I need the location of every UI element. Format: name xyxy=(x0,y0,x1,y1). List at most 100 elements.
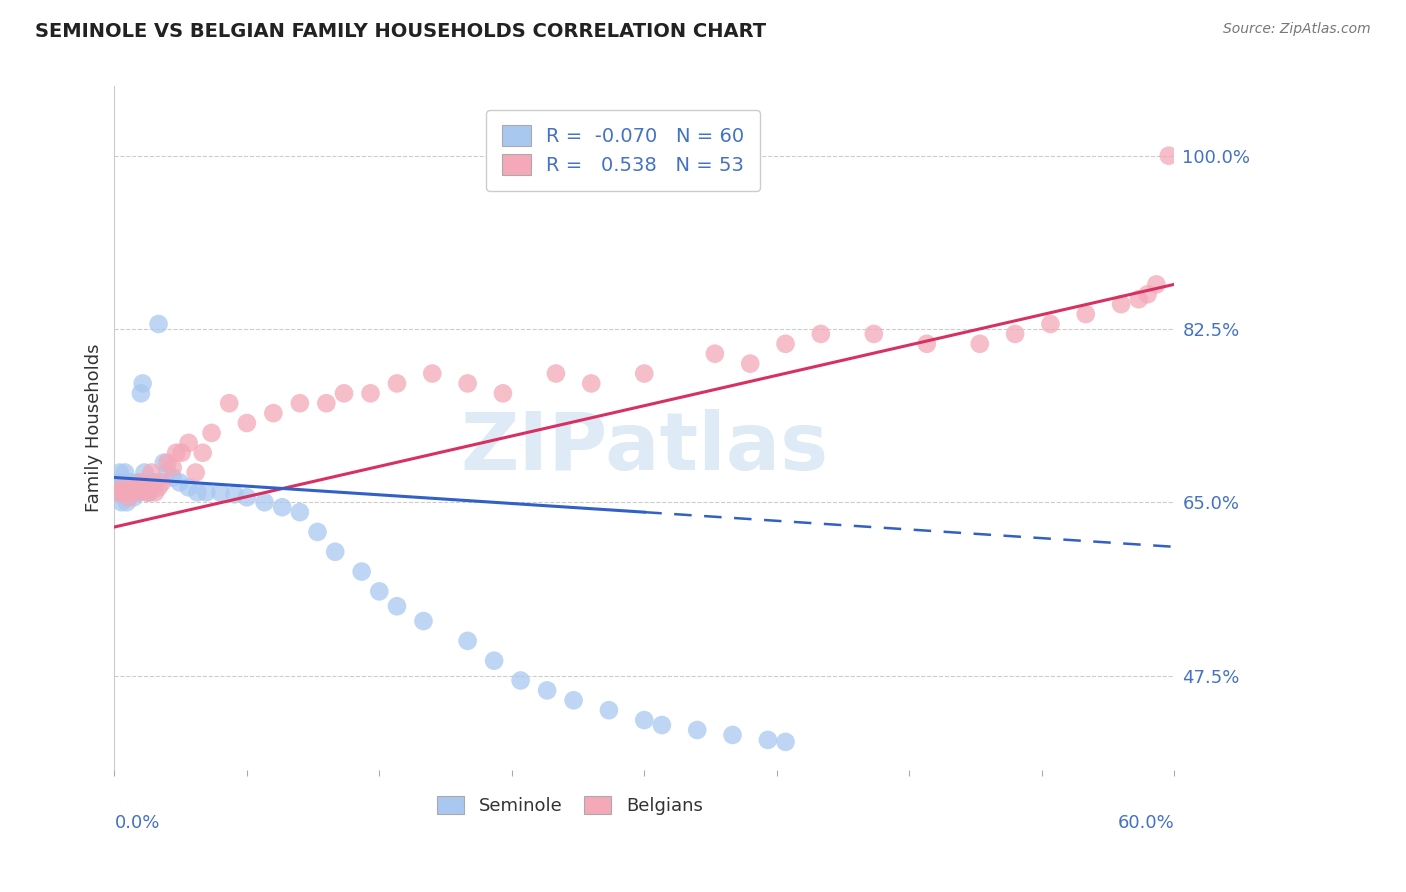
Point xyxy=(1074,307,1097,321)
Point xyxy=(143,475,166,490)
Point xyxy=(969,336,991,351)
Y-axis label: Family Households: Family Households xyxy=(86,343,103,512)
Point xyxy=(165,446,187,460)
Point xyxy=(323,545,346,559)
Point xyxy=(135,485,157,500)
Point xyxy=(134,480,156,494)
Text: SEMINOLE VS BELGIAN FAMILY HOUSEHOLDS CORRELATION CHART: SEMINOLE VS BELGIAN FAMILY HOUSEHOLDS CO… xyxy=(35,22,766,41)
Point xyxy=(420,367,443,381)
Point xyxy=(810,326,832,341)
Point xyxy=(108,485,131,500)
Point xyxy=(153,456,176,470)
Point xyxy=(775,735,797,749)
Point xyxy=(122,480,145,494)
Point xyxy=(114,485,136,500)
Point xyxy=(107,480,129,494)
Point xyxy=(186,485,208,500)
Point xyxy=(120,485,142,500)
Point xyxy=(703,347,725,361)
Point xyxy=(169,475,191,490)
Point xyxy=(863,326,886,341)
Point xyxy=(191,446,214,460)
Point xyxy=(721,728,744,742)
Point xyxy=(333,386,356,401)
Point xyxy=(775,336,797,351)
Point xyxy=(120,475,142,490)
Point xyxy=(124,480,146,494)
Point xyxy=(562,693,585,707)
Point xyxy=(108,466,131,480)
Point xyxy=(307,524,329,539)
Point xyxy=(138,485,160,500)
Point xyxy=(184,466,207,480)
Point xyxy=(129,386,152,401)
Point xyxy=(128,485,150,500)
Point xyxy=(756,732,779,747)
Point xyxy=(224,487,246,501)
Point xyxy=(114,485,136,500)
Legend: Seminole, Belgians: Seminole, Belgians xyxy=(430,789,710,822)
Point xyxy=(253,495,276,509)
Point xyxy=(236,416,259,430)
Point xyxy=(131,376,153,391)
Point xyxy=(686,723,709,737)
Point xyxy=(105,475,128,490)
Point xyxy=(117,491,139,505)
Point xyxy=(142,475,165,490)
Point xyxy=(200,425,222,440)
Point xyxy=(129,475,152,490)
Point xyxy=(114,466,136,480)
Point xyxy=(350,565,373,579)
Point xyxy=(110,475,132,490)
Point xyxy=(544,367,567,381)
Point xyxy=(360,386,382,401)
Point xyxy=(385,599,408,614)
Point xyxy=(143,485,166,500)
Point xyxy=(112,485,135,500)
Point xyxy=(271,500,294,515)
Point xyxy=(177,435,200,450)
Point xyxy=(107,485,129,500)
Point xyxy=(457,376,479,391)
Point xyxy=(368,584,391,599)
Point xyxy=(195,485,218,500)
Point xyxy=(112,475,135,490)
Point xyxy=(115,485,138,500)
Point xyxy=(136,485,159,500)
Point xyxy=(110,485,132,500)
Point xyxy=(108,485,131,500)
Point xyxy=(651,718,673,732)
Point xyxy=(148,480,170,494)
Point xyxy=(209,485,232,500)
Point xyxy=(412,614,434,628)
Text: 60.0%: 60.0% xyxy=(1118,814,1174,832)
Point xyxy=(288,396,311,410)
Point xyxy=(135,480,157,494)
Point xyxy=(170,446,193,460)
Point xyxy=(136,485,159,500)
Point xyxy=(1157,149,1180,163)
Point xyxy=(1039,317,1062,331)
Point xyxy=(150,475,173,490)
Point xyxy=(509,673,531,688)
Point xyxy=(141,466,163,480)
Text: ZIPatlas: ZIPatlas xyxy=(460,409,828,488)
Text: Source: ZipAtlas.com: Source: ZipAtlas.com xyxy=(1223,22,1371,37)
Point xyxy=(134,466,156,480)
Point xyxy=(385,376,408,391)
Point xyxy=(581,376,603,391)
Point xyxy=(288,505,311,519)
Point xyxy=(482,654,505,668)
Point xyxy=(633,713,655,727)
Point xyxy=(162,460,184,475)
Point xyxy=(127,475,149,490)
Point xyxy=(1004,326,1026,341)
Point xyxy=(315,396,337,410)
Text: 0.0%: 0.0% xyxy=(114,814,160,832)
Point xyxy=(236,491,259,505)
Point xyxy=(1109,297,1132,311)
Point xyxy=(218,396,240,410)
Point xyxy=(156,456,179,470)
Point xyxy=(1144,277,1167,292)
Point xyxy=(122,491,145,505)
